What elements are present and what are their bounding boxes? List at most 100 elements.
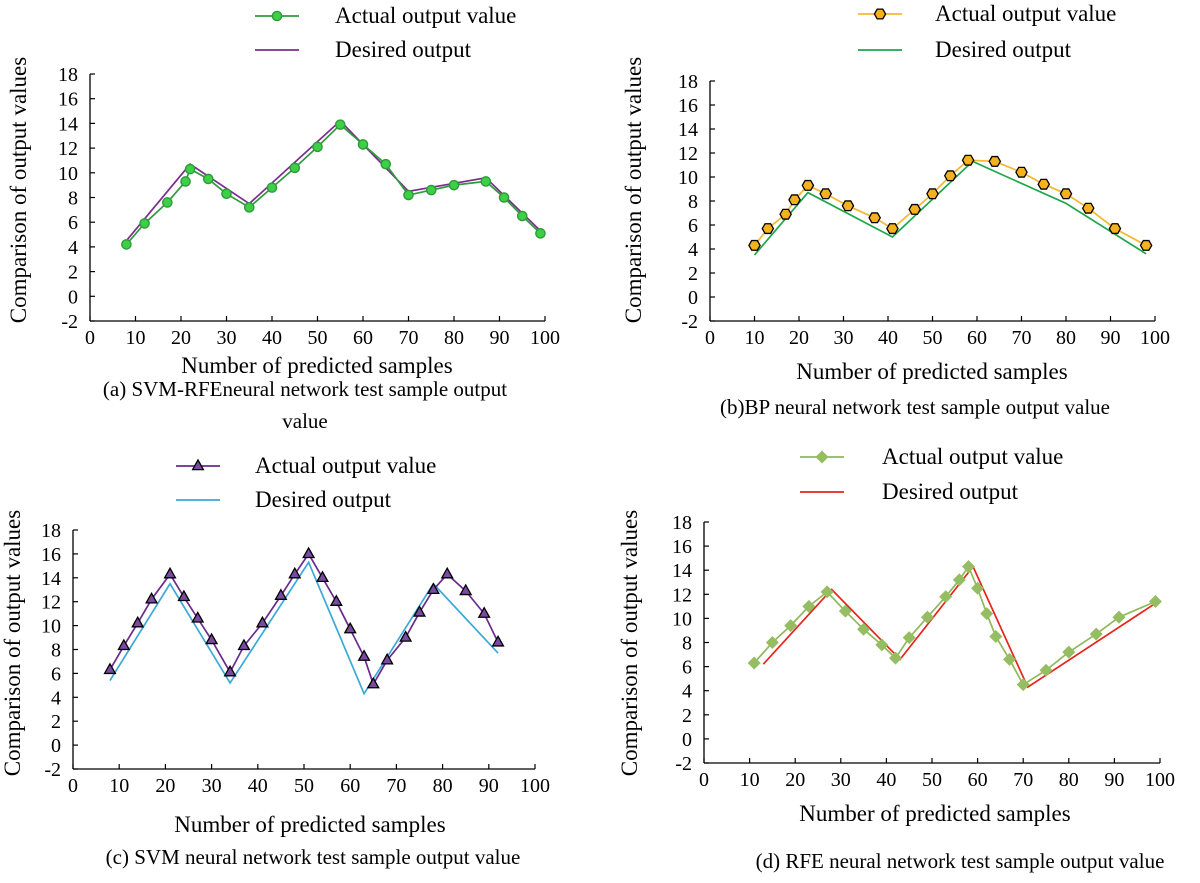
y-tick-label: 8 xyxy=(682,633,692,655)
y-tick-label: 8 xyxy=(51,640,61,662)
data-point xyxy=(889,651,903,665)
data-point xyxy=(819,188,833,200)
x-tick-label: 80 xyxy=(1059,769,1079,791)
x-axis-title: Number of predicted samples xyxy=(174,812,445,837)
y-tick-label: 6 xyxy=(682,657,692,679)
data-point xyxy=(357,649,371,661)
data-point xyxy=(920,610,934,624)
x-tick-label: 50 xyxy=(923,327,943,349)
data-point xyxy=(820,585,834,599)
data-point xyxy=(274,588,288,600)
data-point xyxy=(191,611,205,623)
data-point xyxy=(302,546,316,559)
x-tick-label: 10 xyxy=(740,769,760,791)
x-tick-label: 50 xyxy=(922,769,942,791)
legend-marker xyxy=(815,450,829,464)
y-tick-label: 12 xyxy=(672,584,692,606)
data-point xyxy=(1015,166,1028,178)
data-point xyxy=(180,176,191,187)
y-tick-label: 14 xyxy=(41,568,61,590)
y-tick-label: 14 xyxy=(678,119,698,141)
x-tick-label: 40 xyxy=(878,327,898,349)
data-point xyxy=(477,606,491,618)
y-tick-label: 18 xyxy=(672,512,692,534)
y-tick-label: 16 xyxy=(41,544,61,566)
data-point xyxy=(334,119,346,130)
data-point xyxy=(243,202,255,213)
x-tick-label: 30 xyxy=(834,327,854,349)
x-tick-label: 90 xyxy=(479,775,499,797)
y-tick-label: 18 xyxy=(678,71,698,93)
y-tick-label: 18 xyxy=(58,64,78,86)
chart-panel-0: 0 10 20 30 40 50 60 70 80 90 100-2024681012141618N… xyxy=(6,3,560,433)
x-tick-label: 30 xyxy=(202,775,222,797)
data-point xyxy=(943,170,957,182)
data-point xyxy=(380,652,394,665)
legend-marker xyxy=(191,458,205,471)
y-axis-title: Comparison of output values xyxy=(621,57,646,323)
y-tick-label: 16 xyxy=(58,89,78,111)
data-point xyxy=(779,208,793,220)
x-tick-label: 90 xyxy=(490,327,510,349)
y-tick-label: 10 xyxy=(41,616,61,638)
data-point xyxy=(459,583,473,596)
x-axis-title: Number of predicted samples xyxy=(796,359,1067,384)
data-point xyxy=(1112,610,1126,624)
data-point xyxy=(765,635,779,650)
chart-caption: value xyxy=(282,409,327,433)
x-tick-label: 10 xyxy=(126,327,146,349)
x-tick-label: 20 xyxy=(789,327,809,349)
data-point xyxy=(857,622,871,636)
data-point xyxy=(535,228,546,239)
data-point xyxy=(989,629,1003,643)
data-point xyxy=(288,566,302,579)
x-tick-label: 100 xyxy=(1140,327,1170,349)
y-tick-label: 16 xyxy=(678,95,698,117)
data-point xyxy=(1139,239,1153,251)
chart-caption: (a) SVM-RFEneural network test sample ou… xyxy=(103,377,507,401)
data-point xyxy=(117,638,131,651)
x-tick-label: 80 xyxy=(433,775,453,797)
y-tick-label: 14 xyxy=(58,113,78,135)
data-point xyxy=(838,604,852,618)
x-tick-label: 60 xyxy=(353,327,373,349)
data-point xyxy=(1148,595,1162,609)
data-point xyxy=(103,662,117,675)
data-point xyxy=(440,566,454,579)
legend-label: Actual output value xyxy=(882,444,1063,469)
data-point xyxy=(784,619,798,633)
y-tick-label: 6 xyxy=(68,212,78,234)
y-axis-title: Comparison of output values xyxy=(6,57,31,323)
data-point xyxy=(329,594,343,606)
data-point xyxy=(312,141,323,153)
data-point xyxy=(939,590,953,604)
x-tick-label: 10 xyxy=(745,327,765,349)
x-tick-label: 20 xyxy=(171,327,191,349)
data-point xyxy=(802,599,816,613)
data-point xyxy=(205,632,219,645)
x-tick-label: 30 xyxy=(217,327,237,349)
x-tick-label: 50 xyxy=(308,327,328,349)
x-tick-label: 0 xyxy=(85,327,95,349)
data-point xyxy=(761,223,775,235)
x-tick-label: 100 xyxy=(1145,769,1175,791)
legend-marker xyxy=(873,8,887,20)
y-tick-label: 4 xyxy=(51,687,61,709)
data-point xyxy=(237,638,251,651)
data-point xyxy=(1016,678,1030,692)
legend-marker xyxy=(271,10,283,22)
y-tick-label: 10 xyxy=(58,163,78,185)
y-tick-label: 8 xyxy=(688,191,698,213)
y-tick-label: 6 xyxy=(688,215,698,237)
data-point xyxy=(961,560,975,574)
y-tick-label: 14 xyxy=(672,560,692,582)
series-line-actual xyxy=(753,564,1156,686)
data-point xyxy=(1059,188,1073,200)
x-tick-label: 0 xyxy=(705,327,715,349)
data-point xyxy=(289,162,301,174)
data-point xyxy=(1003,652,1017,666)
y-tick-label: 0 xyxy=(688,287,698,309)
data-point xyxy=(255,615,269,628)
y-tick-label: -2 xyxy=(675,753,692,775)
